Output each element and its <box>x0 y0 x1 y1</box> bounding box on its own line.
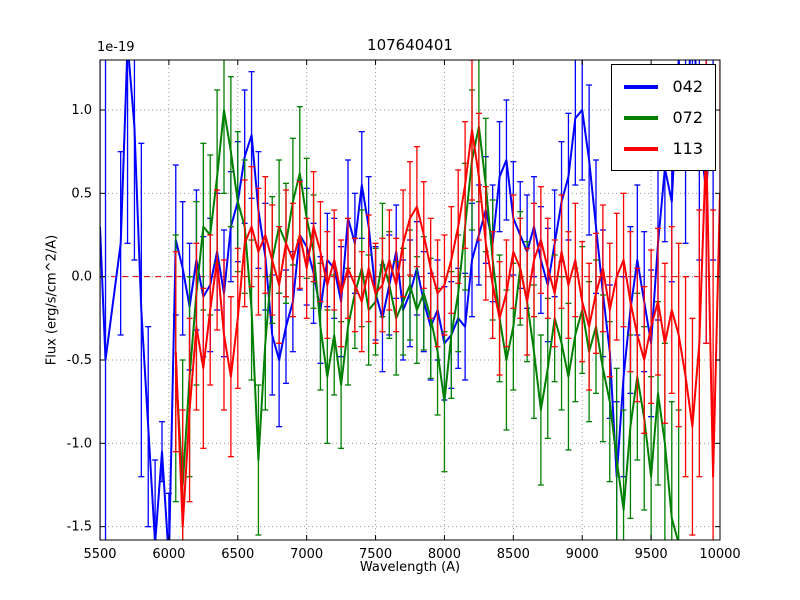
y-tick-label: 0.5 <box>71 186 92 201</box>
y-axis-offset-label: 1e-19 <box>97 40 135 55</box>
y-axis-label: Flux (erg/s/cm^2/A) <box>44 234 60 366</box>
legend-line-swatch <box>624 146 659 151</box>
y-tick-label: -1.0 <box>67 436 92 451</box>
plot-title: 107640401 <box>367 36 453 54</box>
y-tick-label: -0.5 <box>67 353 92 368</box>
x-tick-label: 8000 <box>428 547 461 562</box>
y-tick-label: 0.0 <box>71 270 92 285</box>
legend: 042 072 113 <box>611 64 716 171</box>
legend-line-swatch <box>624 115 659 120</box>
x-tick-label: 5500 <box>83 547 116 562</box>
x-tick-label: 6000 <box>152 547 185 562</box>
legend-entry-042: 042 <box>624 71 703 102</box>
x-axis-label: Wavelength (A) <box>359 560 461 575</box>
legend-label: 042 <box>672 77 703 96</box>
legend-label: 072 <box>672 108 703 127</box>
x-tick-label: 6500 <box>221 547 254 562</box>
axes-frame <box>99 59 721 541</box>
x-tick-label: 7500 <box>359 547 392 562</box>
legend-line-swatch <box>624 84 659 89</box>
x-tick-label: 10000 <box>699 547 740 562</box>
legend-label: 113 <box>672 139 703 158</box>
legend-entry-072: 072 <box>624 102 703 133</box>
x-tick-label: 7000 <box>290 547 323 562</box>
legend-entry-113: 113 <box>624 133 703 164</box>
series-113 <box>172 60 720 540</box>
y-tick-label: 1.0 <box>71 103 92 118</box>
y-tick-label: -1.5 <box>67 520 92 535</box>
x-tick-label: 8500 <box>497 547 530 562</box>
x-tick-label: 9000 <box>566 547 599 562</box>
x-tick-label: 9500 <box>635 547 668 562</box>
